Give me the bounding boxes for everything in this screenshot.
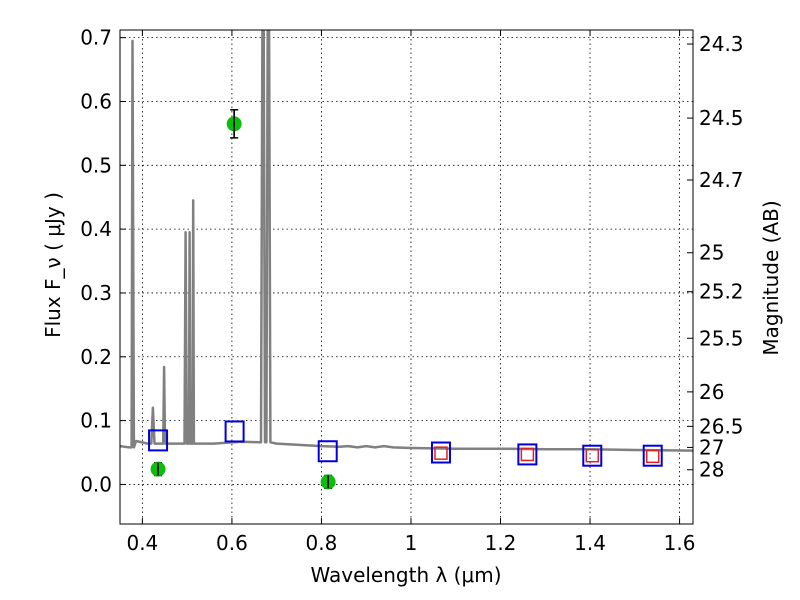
- plot-area: [120, 30, 693, 490]
- reference-square: [520, 447, 535, 462]
- x-tick-label: 1.4: [574, 531, 606, 555]
- model-square: [642, 444, 663, 467]
- x-tick-label: 1: [405, 531, 418, 555]
- y-tick-label: 0.3: [80, 281, 112, 305]
- y-tick-label: 0.7: [80, 26, 112, 50]
- right-tick-label: 25.2: [699, 280, 744, 304]
- right-tick-label: 25.5: [699, 326, 744, 350]
- right-tick-label: 26.5: [699, 414, 744, 438]
- model-square: [224, 420, 245, 443]
- y-tick-label: 0.6: [80, 89, 112, 113]
- x-tick-label: 1.2: [485, 531, 517, 555]
- right-tick-label: 28: [699, 458, 724, 482]
- x-tick-label: 0.6: [216, 531, 248, 555]
- right-tick-label: 27: [699, 435, 724, 459]
- model-square: [148, 429, 169, 452]
- model-square: [317, 440, 338, 463]
- reference-square: [585, 448, 600, 463]
- x-tick-label: 0.4: [126, 531, 158, 555]
- x-tick-label: 1.6: [664, 531, 696, 555]
- y-axis-title: Flux F_ν ( μJy ): [41, 192, 65, 338]
- right-tick-label: 24.5: [699, 106, 744, 130]
- y-tick-label: 0.4: [80, 217, 112, 241]
- right-tick-label: 24.3: [699, 32, 744, 56]
- x-tick-label: 0.8: [306, 531, 338, 555]
- x-axis-title: Wavelength λ (μm): [310, 563, 501, 587]
- model-square: [430, 441, 451, 464]
- axis-ticks: 0.4 0.6 0.8 1 1.2 1.4 1.6 0.0 0.1 0.2 0.3 0.4 0.5 0.6…: [80, 26, 743, 555]
- model-square: [517, 443, 538, 466]
- spectrum-line: [120, 30, 693, 452]
- right-tick-label: 25: [699, 241, 724, 265]
- model-square: [582, 444, 603, 467]
- right-tick-label: 26: [699, 380, 724, 404]
- plot-frame: [119, 29, 694, 525]
- grid-lines: [120, 30, 693, 524]
- y-tick-label: 0.2: [80, 345, 112, 369]
- reference-square: [434, 446, 448, 460]
- y-tick-label: 0.1: [80, 409, 112, 433]
- y-tick-label: 0.5: [80, 153, 112, 177]
- right-tick-label: 24.7: [699, 168, 744, 192]
- reference-square: [645, 449, 660, 464]
- right-axis-title: Magnitude (AB): [759, 200, 783, 355]
- y-tick-label: 0.0: [80, 472, 112, 496]
